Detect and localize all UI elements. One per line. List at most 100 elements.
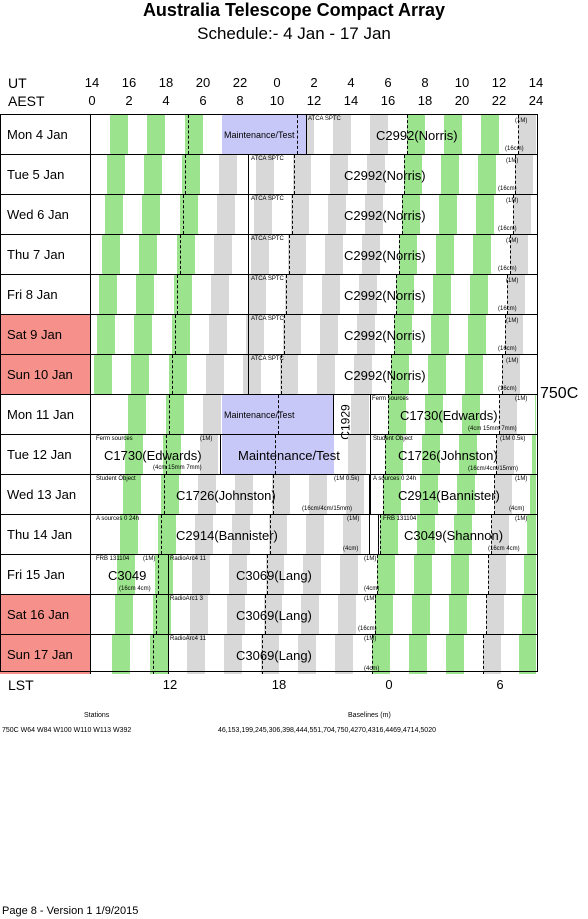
lst-band — [300, 595, 319, 634]
project-boundary — [370, 435, 371, 474]
lst-track — [385, 435, 387, 474]
lst-track — [507, 275, 509, 314]
maintenance-block — [222, 115, 306, 154]
project-boundary — [248, 155, 249, 194]
aest-tick-0: 0 — [88, 93, 96, 108]
project-note: (16cm) — [498, 226, 517, 232]
lst-band — [396, 275, 415, 314]
lst-band — [425, 395, 444, 434]
project-note: (16cm) — [498, 186, 517, 192]
lst-track — [264, 595, 266, 634]
lst-band — [390, 355, 409, 394]
project-note: (1M) — [515, 476, 528, 482]
day-label: Thu 7 Jan — [0, 235, 91, 274]
project-note: RadioArc4 11 — [170, 636, 206, 642]
ut-tick-4: 22 — [232, 75, 248, 90]
project-note: (1M) — [364, 636, 377, 642]
project-boundary — [248, 235, 249, 274]
lst-band — [353, 355, 372, 394]
lst-track — [482, 635, 484, 674]
lst-band — [234, 475, 253, 514]
lst-band — [501, 355, 520, 394]
project-note: (1M) — [506, 358, 519, 364]
project-note: (16cm) — [498, 266, 517, 272]
lst-track — [280, 355, 282, 394]
project-label: C2992(Norris) — [344, 368, 426, 383]
ut-tick-12: 14 — [528, 75, 544, 90]
lst-track — [491, 515, 492, 554]
schedule-grid: Maintenance/Test Mon 4 Jan C2992(Norris) AT… — [0, 114, 538, 674]
lst-band — [364, 195, 383, 234]
project-note: Ferm sources — [372, 396, 409, 402]
maintenance-block — [222, 395, 334, 434]
lst-band — [438, 195, 457, 234]
lst-band — [245, 315, 264, 354]
lst-band — [93, 355, 112, 394]
project-label: C1730(Edwards) — [400, 408, 498, 423]
project-boundary — [370, 395, 371, 434]
project-label-secondary: C1726(Johnston) — [398, 448, 498, 463]
project-note: (1M) — [364, 556, 377, 562]
lst-track — [188, 115, 189, 154]
lst-band — [521, 595, 536, 634]
schedule-row: Maintenance/Test Mon 11 Jan C1730(Edwards)… — [0, 394, 538, 440]
lst-band — [454, 515, 472, 554]
project-note: (1M) — [515, 516, 528, 522]
lst-band — [478, 155, 497, 194]
project-note: (1M) — [506, 238, 519, 244]
lst-band — [388, 395, 407, 434]
lst-band — [158, 515, 176, 554]
lst-band — [515, 155, 534, 194]
lst-band — [472, 235, 491, 274]
lst-band — [496, 435, 515, 474]
lst-band — [475, 195, 494, 234]
project-note: ATCA SPTC — [251, 196, 284, 202]
lst-track — [515, 155, 517, 194]
lst-label: LST — [8, 677, 34, 693]
ut-tick-6: 2 — [310, 75, 318, 90]
array-config: 750C — [540, 385, 579, 402]
lst-band — [211, 275, 230, 314]
project-note: (1M) — [515, 118, 528, 124]
maintenance-label: Maintenance/Test — [238, 448, 340, 463]
lst-band — [361, 235, 380, 274]
schedule-row: Tue 5 Jan C2992(Norris) ATCA SPTC (1M) (16cm… — [0, 154, 538, 194]
day-label: Fri 15 Jan — [0, 555, 91, 594]
lst-band — [111, 635, 130, 674]
lst-band — [203, 395, 222, 434]
baselines-list: 46,153,199,245,306,398,444,551,704,750,4… — [218, 727, 436, 734]
ut-label: UT — [8, 75, 27, 91]
lst-band — [229, 555, 248, 594]
lst-band — [195, 515, 213, 554]
project-note: ATCA SPTC — [251, 316, 284, 322]
lst-band — [256, 155, 275, 194]
project-note: (1M) — [200, 436, 213, 442]
lst-track — [171, 355, 173, 394]
day-label: Tue 5 Jan — [0, 155, 91, 194]
project-note: Student Object — [373, 436, 413, 442]
schedule-row: Wed 6 Jan C2992(Norris) ATCA SPTC (1M) (16cm… — [0, 194, 538, 234]
project-note: (16cm 4cm) — [488, 546, 520, 552]
lst-band — [509, 235, 528, 274]
lst-band — [371, 635, 390, 674]
lst-band — [348, 435, 367, 474]
project-label: C2992(Norris) — [344, 288, 426, 303]
lst-band — [333, 115, 351, 154]
maintenance-label: Maintenance/Test — [224, 130, 295, 140]
project-boundary — [369, 515, 370, 554]
lst-band — [445, 635, 464, 674]
lst-band — [532, 435, 536, 474]
aest-tick-5: 10 — [269, 93, 285, 108]
project-note: A sources 0 24h — [96, 516, 140, 522]
lst-band — [250, 235, 269, 274]
day-label: Sun 17 Jan — [0, 635, 91, 674]
project-label: C1726(Johnston) — [176, 488, 276, 503]
project-note: (1M) — [506, 198, 519, 204]
lst-band — [110, 115, 128, 154]
lst-band — [149, 635, 168, 674]
lst-band — [208, 315, 227, 354]
lst-band — [481, 115, 499, 154]
project-boundary — [248, 275, 249, 314]
lst-tick-0: 12 — [162, 677, 178, 692]
lst-band — [462, 395, 481, 434]
